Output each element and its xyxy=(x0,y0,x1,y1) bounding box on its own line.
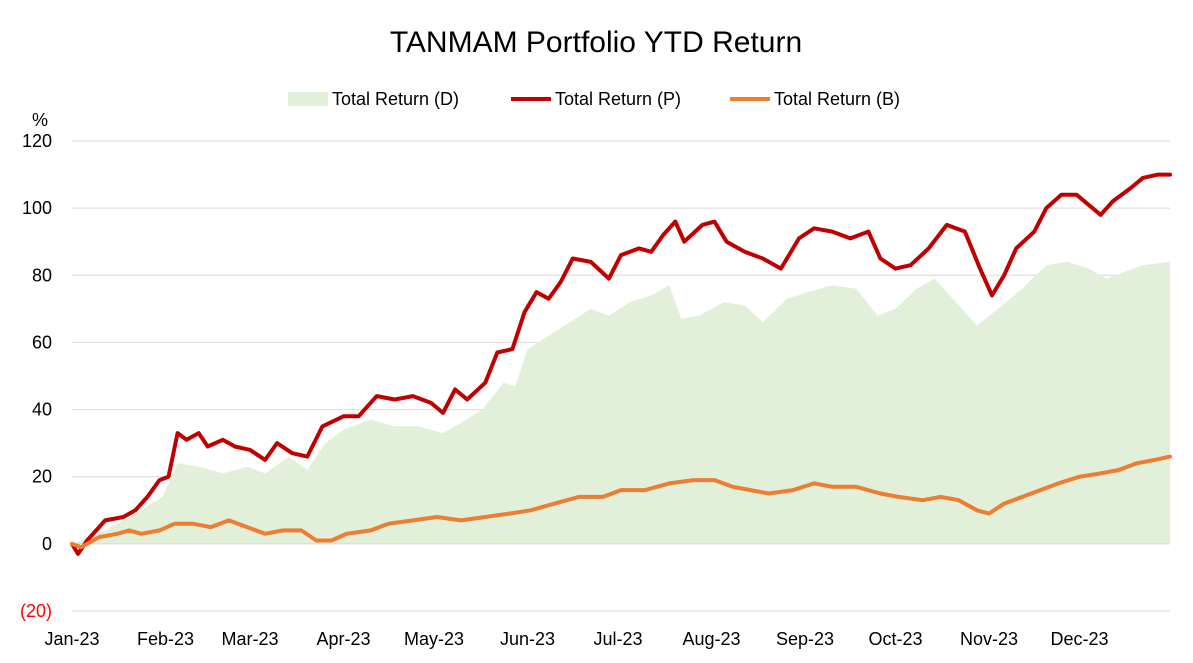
x-tick-label: Oct-23 xyxy=(868,629,922,649)
x-tick-label: Jan-23 xyxy=(44,629,99,649)
y-tick-label: 20 xyxy=(32,467,52,487)
y-tick-label: 120 xyxy=(22,131,52,151)
y-axis: 120 100 80 60 40 20 0 (20) xyxy=(20,131,52,621)
x-tick-label: Mar-23 xyxy=(221,629,278,649)
legend-swatch-d xyxy=(288,92,328,106)
y-axis-unit-label: % xyxy=(32,110,48,130)
series-line-b xyxy=(70,454,1172,550)
series-line-p xyxy=(70,172,1172,556)
series-area-d xyxy=(72,261,1170,544)
y-tick-label: 0 xyxy=(42,534,52,554)
plot-area xyxy=(70,172,1172,556)
y-tick-label: 100 xyxy=(22,198,52,218)
legend-label: Total Return (D) xyxy=(332,89,459,109)
y-tick-label: (20) xyxy=(20,601,52,621)
x-tick-label: Feb-23 xyxy=(137,629,194,649)
legend-label: Total Return (B) xyxy=(774,89,900,109)
legend-label: Total Return (P) xyxy=(555,89,681,109)
chart-legend: Total Return (D) Total Return (P) Total Re… xyxy=(288,89,900,109)
x-tick-label: Apr-23 xyxy=(316,629,370,649)
x-tick-label: Dec-23 xyxy=(1050,629,1108,649)
x-axis: Jan-23 Feb-23 Mar-23 Apr-23 May-23 Jun-23 Jul-… xyxy=(44,629,1108,649)
x-tick-label: May-23 xyxy=(404,629,464,649)
x-tick-label: Sep-23 xyxy=(776,629,834,649)
x-tick-label: Aug-23 xyxy=(682,629,740,649)
x-tick-label: Nov-23 xyxy=(960,629,1018,649)
chart-title: TANMAM Portfolio YTD Return xyxy=(390,26,802,59)
y-tick-label: 40 xyxy=(32,400,52,420)
x-tick-label: Jul-23 xyxy=(593,629,642,649)
x-tick-label: Jun-23 xyxy=(500,629,555,649)
y-tick-label: 60 xyxy=(32,332,52,352)
y-tick-label: 80 xyxy=(32,265,52,285)
